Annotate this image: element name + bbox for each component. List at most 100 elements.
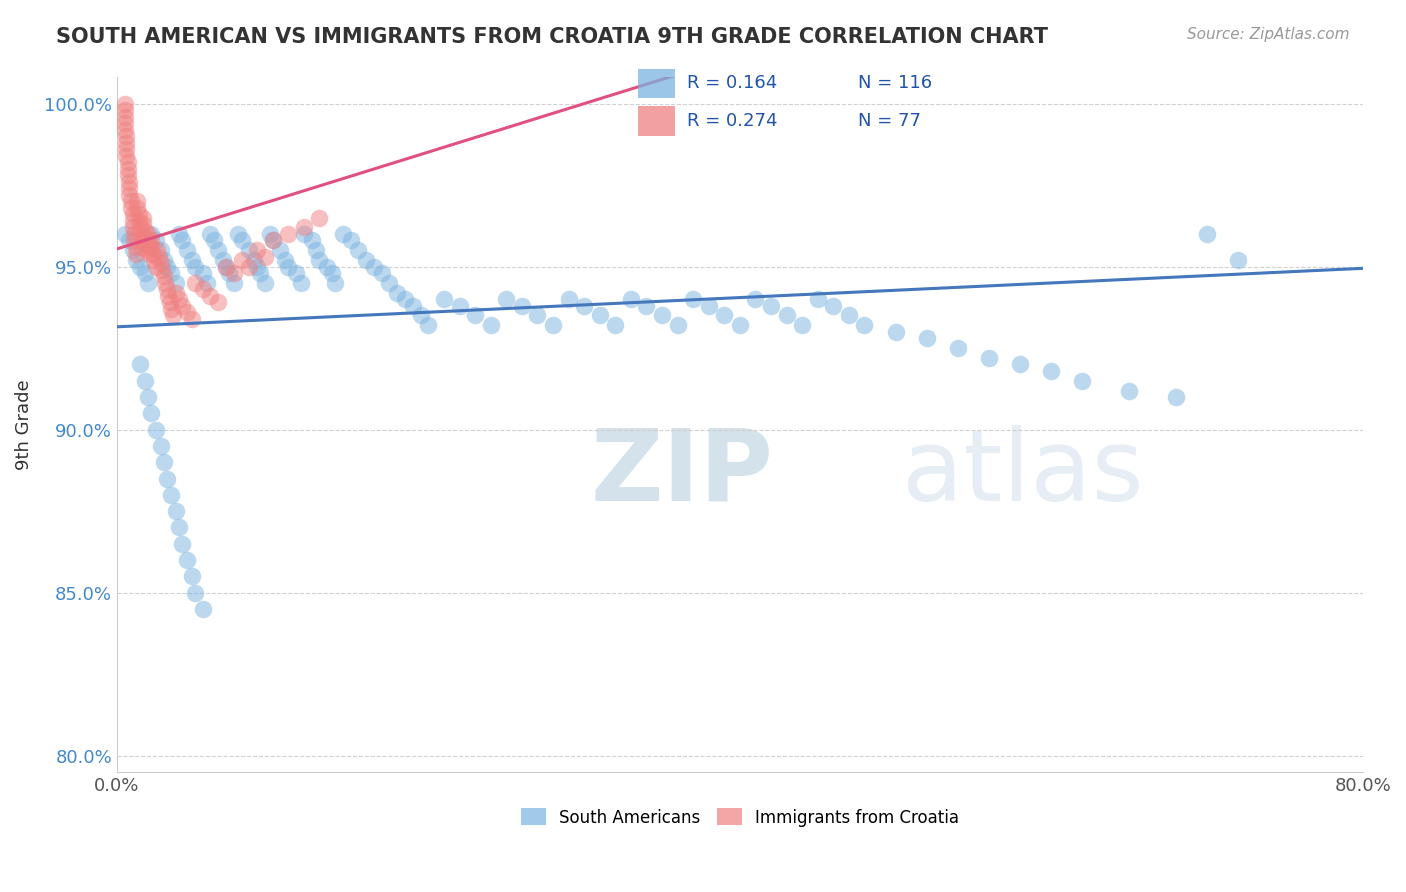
Point [149,244,172,258]
Point [212,253,235,268]
Point [510,299,533,313]
Point [167,520,190,534]
Point [152,253,174,268]
Point [134,230,156,244]
Text: atlas: atlas [901,425,1143,522]
Point [363,260,385,274]
Point [129,220,152,235]
Point [243,253,266,268]
Point [269,244,291,258]
Point [141,406,163,420]
Point [184,260,207,274]
Point [215,260,238,274]
Point [114,103,136,117]
Point [122,227,145,241]
Y-axis label: 9th Grade: 9th Grade [15,379,32,470]
Point [115,149,138,163]
Point [156,260,179,274]
Point [162,309,184,323]
Point [172,299,194,313]
Point [136,276,159,290]
Point [807,292,830,306]
Point [136,234,159,248]
Point [156,282,179,296]
Point [149,256,172,270]
Point [301,234,323,248]
Point [218,266,240,280]
Text: SOUTH AMERICAN VS IMMIGRANTS FROM CROATIA 9TH GRADE CORRELATION CHART: SOUTH AMERICAN VS IMMIGRANTS FROM CROATI… [56,27,1049,46]
Point [246,260,269,274]
Point [121,207,143,221]
Point [262,234,284,248]
Point [180,311,202,326]
Point [838,309,860,323]
Point [238,244,260,258]
Point [145,234,167,248]
Point [316,260,339,274]
Point [259,227,281,241]
Point [180,253,202,268]
Point [115,142,138,156]
Point [526,309,548,323]
Bar [638,69,675,98]
Point [495,292,517,306]
Point [1164,390,1187,404]
Point [138,240,160,254]
Point [409,309,432,323]
Point [1010,358,1032,372]
Point [176,244,198,258]
Point [651,309,673,323]
Point [132,217,155,231]
Point [114,122,136,136]
Point [479,318,502,333]
Point [135,236,157,251]
Point [277,260,299,274]
Point [759,299,782,313]
Point [136,390,159,404]
Point [402,299,425,313]
Point [141,227,163,241]
Point [124,240,146,254]
Point [114,227,136,241]
Point [246,244,269,258]
Point [620,292,643,306]
Point [134,374,156,388]
Point [290,276,312,290]
Point [775,309,797,323]
Point [823,299,845,313]
Point [114,96,136,111]
Point [790,318,813,333]
Point [946,341,969,355]
Point [141,234,163,248]
Point [124,246,146,260]
Point [124,253,146,268]
Point [146,244,169,258]
Point [231,234,253,248]
Point [117,155,139,169]
Point [728,318,751,333]
Point [200,227,222,241]
Point [122,234,145,248]
Point [308,211,330,225]
Point [134,224,156,238]
Point [136,227,159,241]
Point [180,569,202,583]
Point [120,194,142,209]
Point [115,136,138,150]
Point [191,602,214,616]
Point [176,553,198,567]
Point [135,244,157,258]
Point [145,423,167,437]
Point [134,266,156,280]
Point [557,292,579,306]
Point [172,234,194,248]
Point [184,585,207,599]
Point [118,175,141,189]
Point [176,305,198,319]
Point [202,234,225,248]
Point [167,227,190,241]
Point [184,276,207,290]
Point [1118,384,1140,398]
Point [884,325,907,339]
Point [222,266,245,280]
